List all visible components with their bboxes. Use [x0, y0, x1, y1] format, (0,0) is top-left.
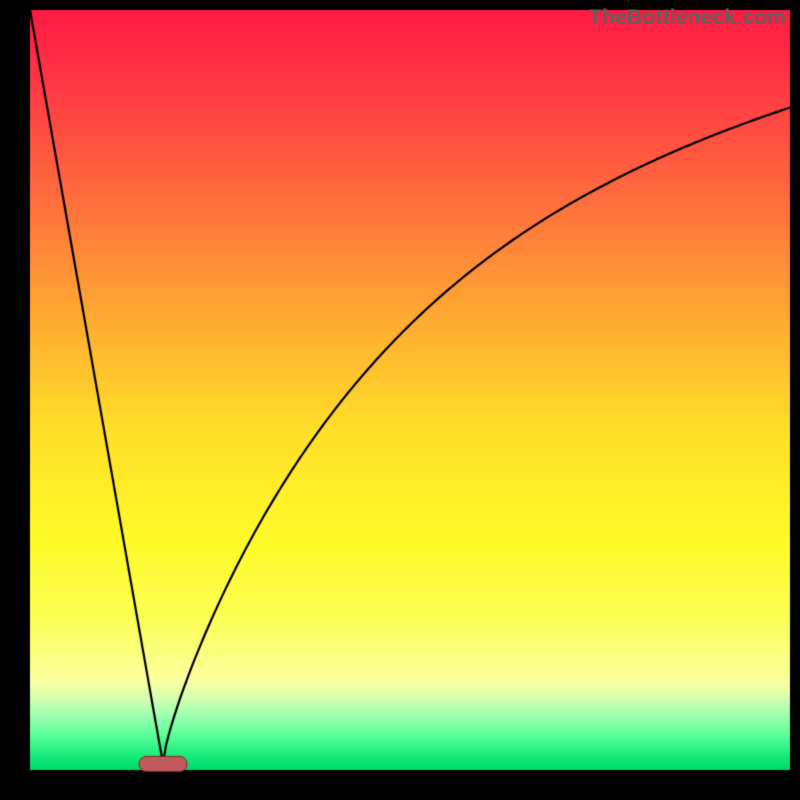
chart-container: { "watermark": { "text": "TheBottleneck.…: [0, 0, 800, 800]
bottleneck-chart-canvas: [0, 0, 800, 800]
watermark-text: TheBottleneck.com: [589, 6, 786, 30]
